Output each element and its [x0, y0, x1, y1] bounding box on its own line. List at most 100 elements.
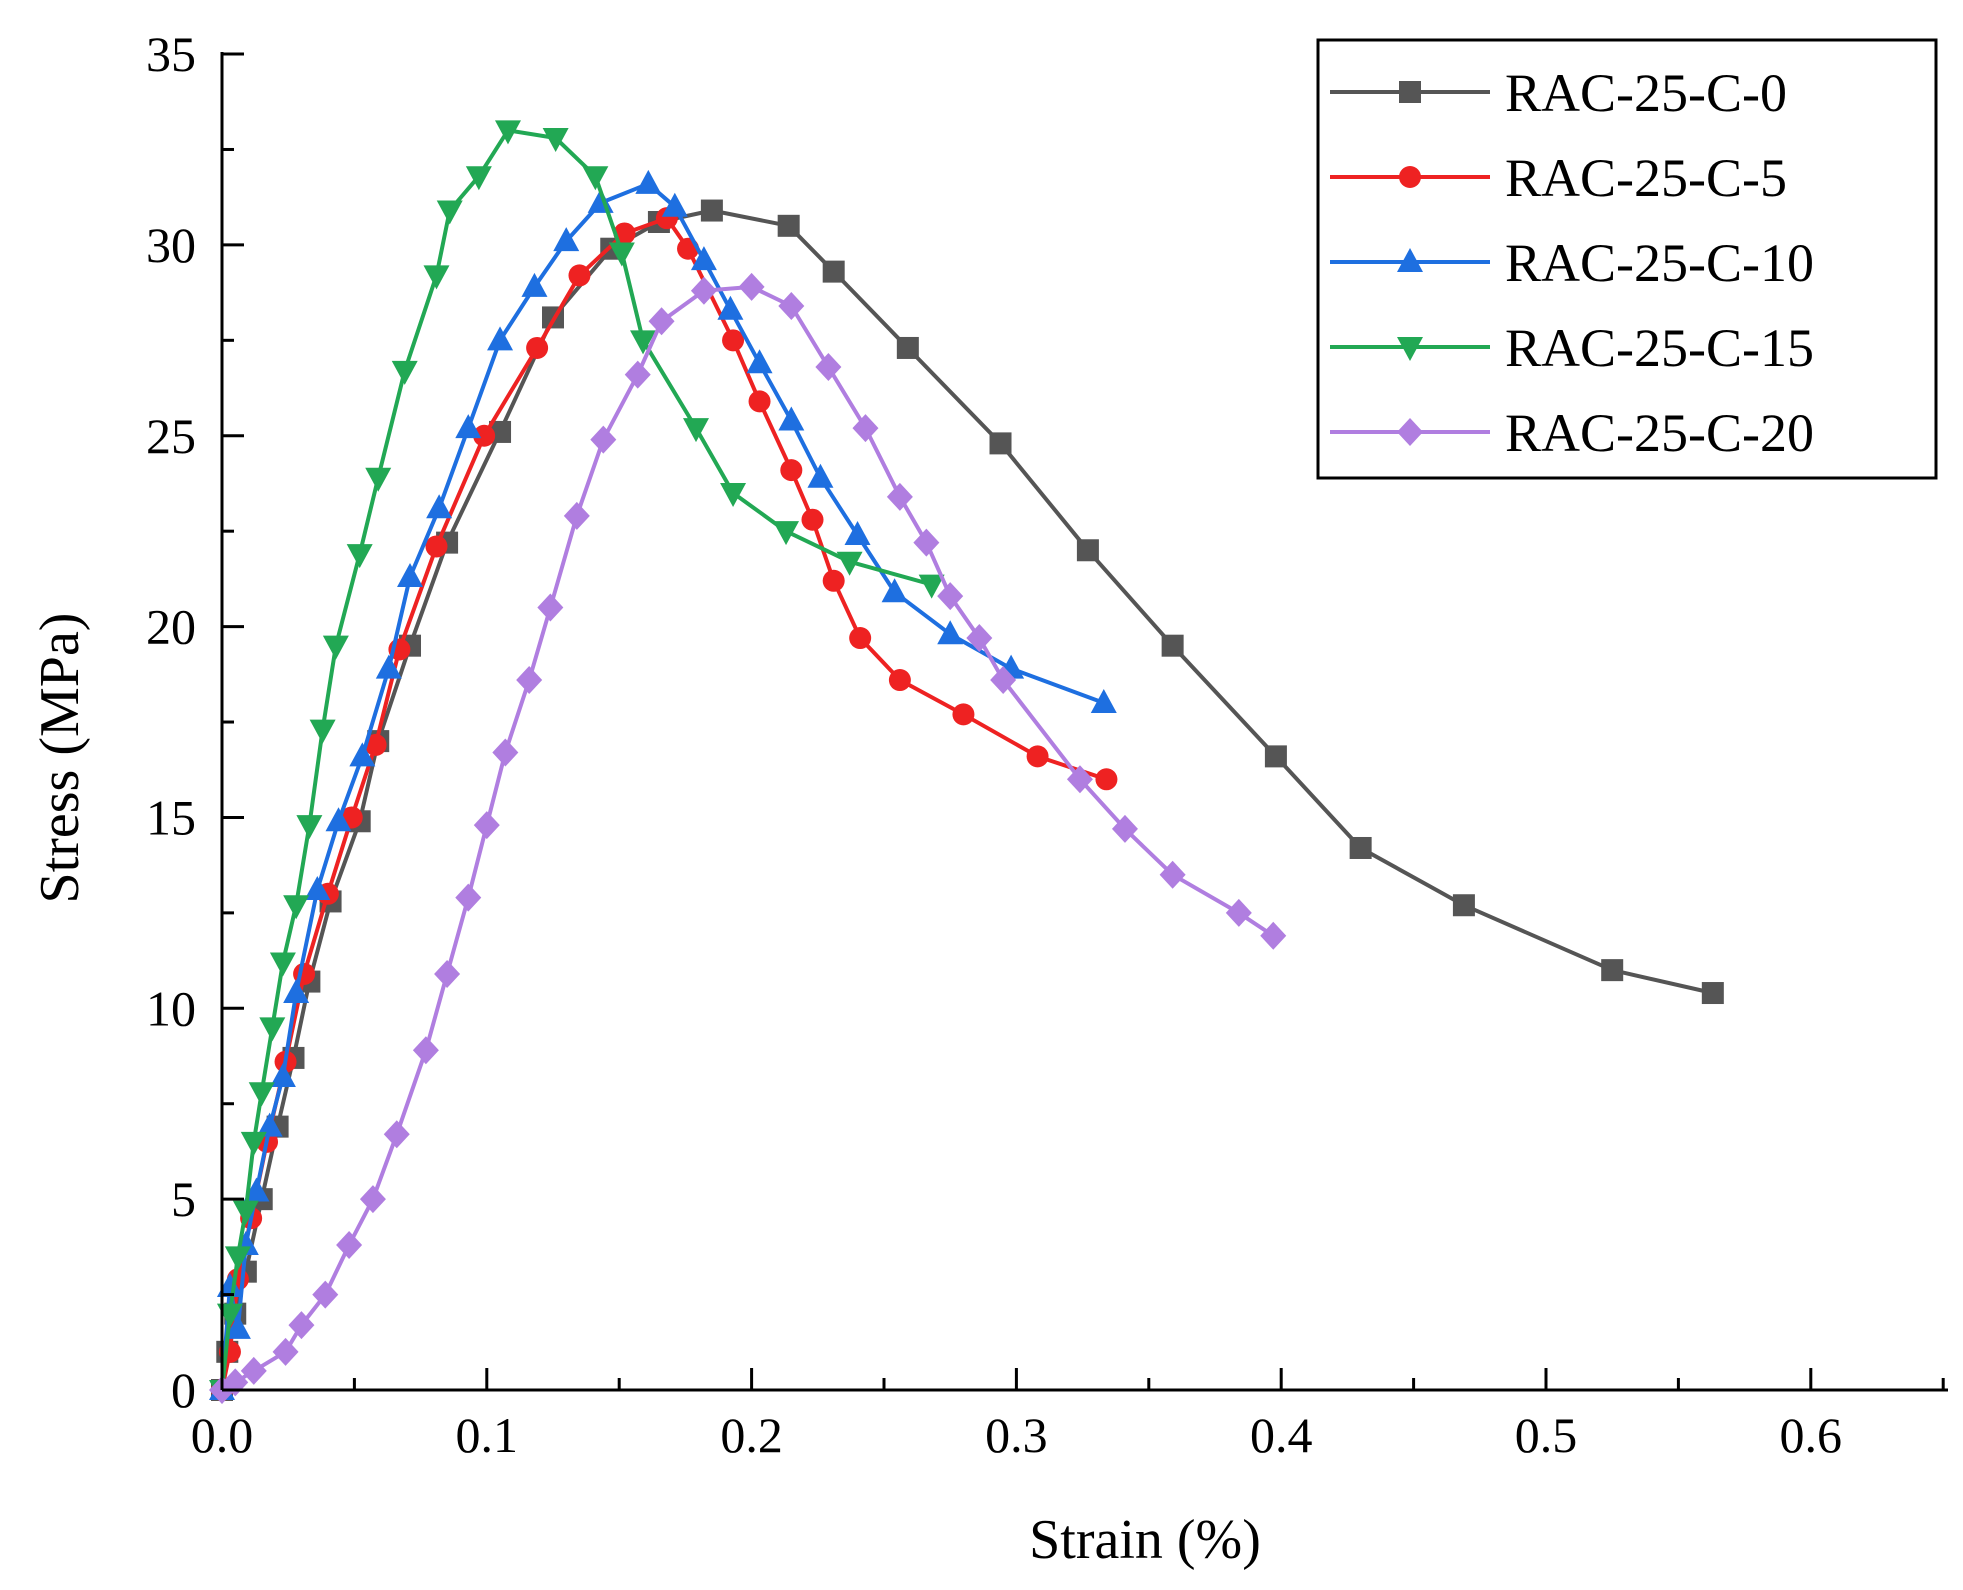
data-point-RAC-25-C-15-15	[423, 265, 450, 290]
data-point-RAC-25-C-20-24	[852, 414, 879, 443]
data-point-RAC-25-C-10-30	[1090, 688, 1117, 713]
legend-item-RAC-25-C-10: RAC-25-C-10	[1330, 233, 1814, 293]
data-point-RAC-25-C-20-31	[1111, 814, 1138, 843]
data-point-RAC-25-C-20-4	[288, 1311, 315, 1340]
data-point-RAC-25-C-20-7	[359, 1185, 386, 1214]
y-tick-label: 35	[146, 26, 196, 82]
series-layer	[209, 120, 1724, 1404]
series-line-RAC-25-C-20	[221, 284, 1275, 1392]
series-line-RAC-25-C-10	[220, 181, 1105, 1391]
data-point-RAC-25-C-20-10	[434, 959, 461, 988]
data-point-RAC-25-C-10-15	[487, 326, 514, 351]
data-point-RAC-25-C-20-17	[590, 425, 617, 454]
data-point-RAC-25-C-10-26	[844, 520, 871, 545]
data-point-RAC-25-C-20-34	[1260, 921, 1287, 950]
data-point-RAC-25-C-15-13	[365, 467, 392, 492]
data-point-RAC-25-C-5-26	[1026, 745, 1049, 768]
data-point-RAC-25-C-20-8	[383, 1120, 410, 1149]
legend-label: RAC-25-C-0	[1505, 63, 1787, 123]
data-point-RAC-25-C-20-20	[690, 276, 717, 305]
x-tick-label: 0.5	[1515, 1407, 1578, 1463]
data-point-RAC-25-C-15-11	[322, 635, 349, 660]
data-point-RAC-25-C-10-14	[455, 414, 482, 439]
data-point-RAC-25-C-15-16	[436, 200, 463, 225]
data-point-RAC-25-C-10-9	[325, 807, 352, 832]
data-point-RAC-25-C-20-9	[412, 1036, 439, 1065]
data-point-RAC-25-C-10-4	[243, 1177, 270, 1202]
y-tick-label: 30	[146, 217, 196, 273]
data-point-RAC-25-C-20-19	[648, 307, 675, 336]
data-point-RAC-25-C-20-14	[516, 666, 543, 695]
data-point-RAC-25-C-15-22	[630, 330, 657, 355]
data-point-RAC-25-C-5-27	[1095, 768, 1118, 791]
data-point-RAC-25-C-5-14	[568, 264, 591, 287]
data-point-RAC-25-C-10-2	[224, 1314, 251, 1339]
series-line-RAC-25-C-15	[220, 128, 933, 1391]
data-point-RAC-25-C-0-21	[989, 432, 1012, 455]
data-point-RAC-25-C-5-22	[822, 569, 845, 592]
data-point-RAC-25-C-15-19	[542, 128, 569, 153]
data-point-RAC-25-C-0-27	[1601, 959, 1624, 982]
data-point-RAC-25-C-5-21	[801, 508, 824, 531]
data-point-RAC-25-C-15-2	[224, 1246, 251, 1271]
y-tick-label: 10	[146, 980, 196, 1036]
data-point-RAC-25-C-20-11	[455, 883, 482, 912]
x-tick-label: 0.6	[1780, 1407, 1843, 1463]
data-point-RAC-25-C-15-14	[391, 360, 418, 385]
data-point-RAC-25-C-10-21	[690, 246, 717, 271]
data-point-RAC-25-C-15-3	[232, 1200, 259, 1225]
data-point-RAC-25-C-5-11	[425, 535, 448, 558]
data-point-RAC-25-C-10-6	[269, 1063, 296, 1088]
data-point-RAC-25-C-20-3	[272, 1337, 299, 1366]
data-point-RAC-25-C-0-18	[777, 214, 800, 237]
data-point-RAC-25-C-15-10	[309, 719, 336, 744]
y-tick-label: 0	[171, 1362, 196, 1418]
data-point-RAC-25-C-10-25	[807, 463, 834, 488]
data-point-RAC-25-C-10-19	[635, 169, 662, 194]
data-point-RAC-25-C-0-22	[1076, 539, 1099, 562]
data-point-RAC-25-C-0-19	[822, 260, 845, 283]
data-point-RAC-25-C-5-25	[952, 703, 975, 726]
legend-item-RAC-25-C-20: RAC-25-C-20	[1330, 403, 1814, 463]
ticks-layer: 0.0 0.1 0.2 0.3 0.4 0.5 0.6 0 5 10 15 20 25 30 35	[146, 26, 1945, 1463]
data-point-RAC-25-C-15-27	[918, 574, 945, 599]
data-point-RAC-25-C-0-20	[896, 336, 919, 359]
data-point-RAC-25-C-15-6	[259, 1017, 286, 1042]
data-point-RAC-25-C-15-5	[248, 1082, 275, 1107]
x-tick-label: 0.0	[191, 1407, 254, 1463]
data-point-RAC-25-C-10-20	[661, 192, 688, 217]
data-point-RAC-25-C-20-15	[537, 593, 564, 622]
data-point-RAC-25-C-20-13	[492, 738, 519, 767]
data-point-RAC-25-C-15-4	[240, 1131, 267, 1156]
data-point-RAC-25-C-5-20	[780, 459, 803, 482]
x-tick-label: 0.4	[1250, 1407, 1313, 1463]
x-tick-label: 0.3	[985, 1407, 1048, 1463]
data-point-RAC-25-C-5-13	[526, 336, 549, 359]
data-point-RAC-25-C-15-23	[682, 418, 709, 443]
data-point-RAC-25-C-0-28	[1701, 982, 1724, 1005]
data-point-RAC-25-C-5-24	[888, 669, 911, 692]
data-point-RAC-25-C-0-24	[1264, 745, 1287, 768]
data-point-RAC-25-C-20-27	[937, 582, 964, 611]
series-RAC-25-C-20	[209, 272, 1287, 1404]
legend-item-RAC-25-C-5: RAC-25-C-5	[1330, 148, 1787, 208]
legend-item-RAC-25-C-0: RAC-25-C-0	[1330, 63, 1787, 123]
x-axis-title: Strain (%)	[1029, 1509, 1261, 1571]
data-point-RAC-25-C-20-32	[1159, 860, 1186, 889]
y-tick-label: 15	[146, 789, 196, 845]
data-point-RAC-25-C-10-7	[283, 979, 310, 1004]
y-axis-title: Stress (MPa)	[29, 613, 91, 904]
legend-label: RAC-25-C-5	[1505, 148, 1787, 208]
data-point-RAC-25-C-10-16	[521, 272, 548, 297]
legend-label: RAC-25-C-10	[1505, 233, 1814, 293]
data-point-RAC-25-C-20-2	[240, 1356, 267, 1385]
data-point-RAC-25-C-5-12	[473, 424, 496, 447]
data-point-RAC-25-C-15-12	[346, 544, 373, 569]
series-line-RAC-25-C-5	[220, 216, 1108, 1391]
data-point-RAC-25-C-15-9	[296, 815, 323, 840]
data-point-RAC-25-C-5-18	[722, 329, 745, 352]
data-point-RAC-25-C-10-17	[553, 227, 580, 252]
legend-label: RAC-25-C-15	[1505, 318, 1814, 378]
x-tick-label: 0.2	[720, 1407, 783, 1463]
